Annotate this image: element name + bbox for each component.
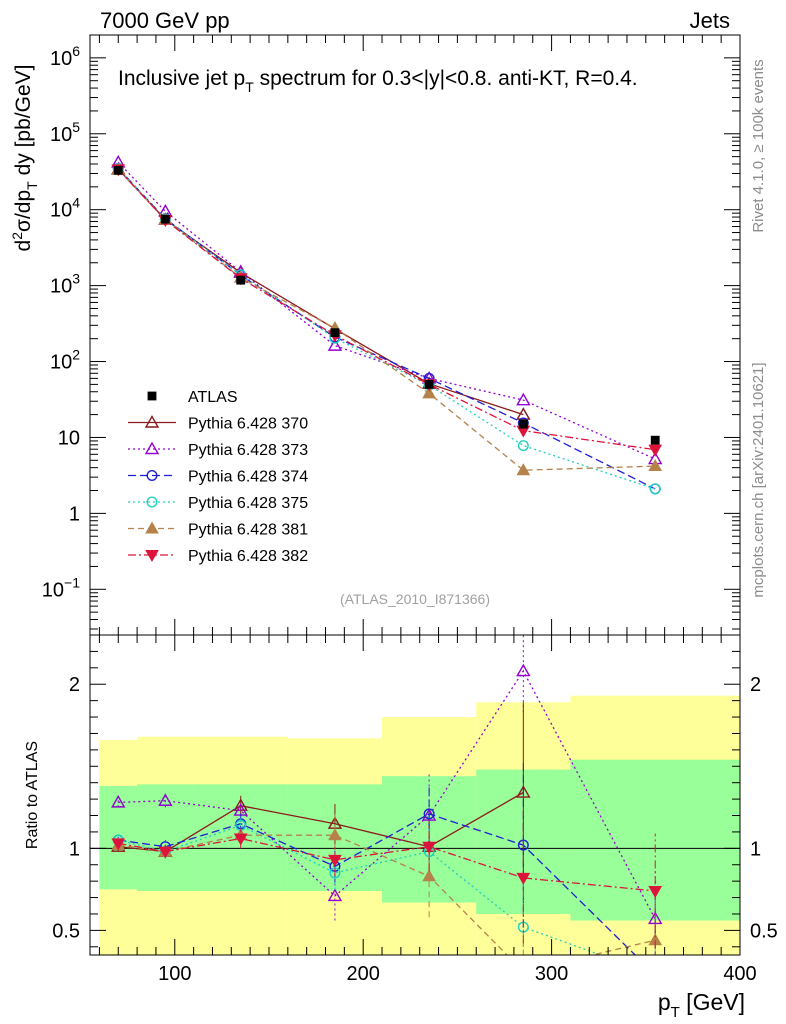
y-tick-label: 102 xyxy=(50,347,80,374)
series-point xyxy=(327,338,343,351)
mcplots-label: mcplots.cern.ch [arXiv:2401.10621] xyxy=(750,362,767,597)
y-tick-label: 10−1 xyxy=(42,574,80,601)
ratio-point xyxy=(517,965,529,976)
legend-marker xyxy=(145,550,159,563)
ratio-point xyxy=(158,846,173,859)
ratio-point xyxy=(648,886,663,899)
legend-label: Pythia 6.428 374 xyxy=(188,469,308,486)
ratio-panel: 100 200 300 400 0.5 0.5 1 1 2 2 Ratio to ATLAS pT… xyxy=(24,634,778,1021)
legend-marker xyxy=(144,441,160,455)
main-frame xyxy=(89,34,741,636)
legend-marker xyxy=(146,496,158,508)
series-line xyxy=(117,167,656,490)
ratio-tick-label: 1 xyxy=(69,838,80,860)
series-point xyxy=(516,392,531,406)
data-point xyxy=(113,165,123,175)
x-axis-label: pT [GeV] xyxy=(658,989,745,1021)
y-tick-label: 105 xyxy=(50,119,80,146)
ratio-point xyxy=(423,808,435,820)
ratio-point xyxy=(328,854,342,867)
legend-marker xyxy=(146,470,158,482)
series-point xyxy=(517,440,529,452)
ratio-tick-label-right: 2 xyxy=(750,674,761,696)
ratio-tick-label: 0.5 xyxy=(52,920,80,942)
x-tick-label: 200 xyxy=(347,963,380,985)
analysis-id: (ATLAS_2010_I871366) xyxy=(340,591,490,607)
data-point xyxy=(650,435,660,445)
ratio-point xyxy=(111,838,126,851)
y-tick-label: 103 xyxy=(50,271,80,298)
series-point xyxy=(649,483,661,495)
ratio-point xyxy=(650,970,660,980)
ratio-point xyxy=(111,794,126,808)
data-point xyxy=(518,419,528,429)
data-point xyxy=(424,379,434,389)
ratio-point xyxy=(516,872,531,885)
legend-marker xyxy=(147,391,157,401)
ratio-point xyxy=(422,869,436,882)
ratio-axis-label: Ratio to ATLAS xyxy=(24,741,41,849)
legend-label: Pythia 6.428 373 xyxy=(188,442,308,459)
legend-label: Pythia 6.428 370 xyxy=(188,416,308,433)
ratio-frame xyxy=(89,634,741,956)
series-point xyxy=(422,386,436,399)
legend-label: Pythia 6.428 382 xyxy=(188,548,308,565)
series-point xyxy=(516,463,531,476)
legend: ATLAS Pythia 6.428 370 Pythia 6.428 373 Pyt… xyxy=(128,389,308,565)
ratio-point xyxy=(233,833,248,846)
legend-marker xyxy=(145,521,159,534)
ratio-point xyxy=(328,828,342,841)
series-point xyxy=(648,444,663,457)
data-point xyxy=(160,214,170,224)
series-line xyxy=(117,167,656,490)
series-line xyxy=(117,168,524,416)
y-tick-label: 1 xyxy=(69,503,80,525)
ratio-point xyxy=(650,970,660,980)
x-tick-label: 300 xyxy=(535,963,568,985)
series-point xyxy=(516,407,531,420)
data-point xyxy=(236,275,246,285)
ratio-point xyxy=(327,888,343,902)
ratio-point xyxy=(422,841,436,854)
ratio-point xyxy=(516,785,531,798)
ratio-point xyxy=(329,867,341,879)
y-tick-label: 104 xyxy=(50,195,80,222)
ratio-tick-label: 2 xyxy=(69,674,80,696)
ratio-tick-label-right: 1 xyxy=(750,838,761,860)
ratio-point xyxy=(516,663,531,677)
series-line xyxy=(117,161,656,460)
ratio-tick-label-right: 0.5 xyxy=(750,920,778,942)
header-right: Jets xyxy=(690,8,730,33)
series-point xyxy=(648,459,663,472)
rivet-label: Rivet 4.1.0, ≥ 100k events xyxy=(750,59,767,232)
legend-marker xyxy=(144,415,160,428)
series-line xyxy=(117,168,656,451)
chart-title: Inclusive jet pT spectrum for 0.3<|y|<0.… xyxy=(118,67,638,95)
x-tick-label: 100 xyxy=(158,963,191,985)
legend-label: Pythia 6.428 381 xyxy=(188,522,308,539)
header-left: 7000 GeV pp xyxy=(100,8,230,33)
ratio-point xyxy=(158,793,173,806)
x-tick-label: 400 xyxy=(723,963,756,985)
y-tick-label: 106 xyxy=(50,43,80,70)
legend-label: Pythia 6.428 375 xyxy=(188,495,308,512)
legend-label: ATLAS xyxy=(188,389,238,406)
data-point xyxy=(330,328,340,338)
y-axis-label: d2σ/dpT dy [pb/GeV] xyxy=(9,65,40,252)
y-tick-label: 10 xyxy=(58,427,80,449)
